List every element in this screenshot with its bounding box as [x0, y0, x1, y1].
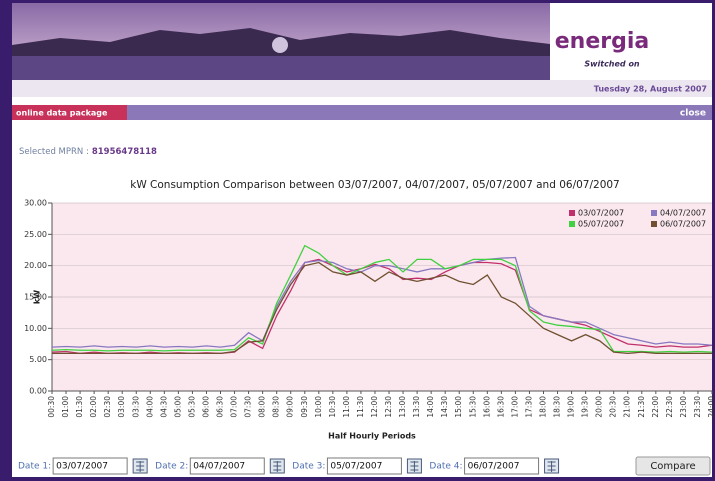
- date: Tuesday 28, August 2007: [594, 85, 707, 94]
- x-tick-label: 17:00: [510, 396, 519, 418]
- x-tick-label: 01:00: [61, 396, 70, 418]
- y-tick-label: 20.00: [24, 261, 47, 270]
- x-tick-label: 03:00: [117, 396, 126, 418]
- spacer: [12, 97, 712, 105]
- x-tick-label: 16:00: [482, 396, 491, 418]
- x-tick-label: 15:00: [454, 396, 463, 418]
- x-tick-label: 05:30: [187, 396, 196, 418]
- y-tick-label: 5.00: [29, 355, 47, 364]
- x-tick-label: 20:30: [609, 396, 618, 418]
- x-tick-label: 15:30: [468, 396, 477, 418]
- x-tick-label: 19:00: [567, 396, 576, 418]
- x-tick-label: 19:30: [581, 396, 590, 418]
- x-tick-label: 17:30: [524, 396, 533, 418]
- x-axis-title: Half Hourly Periods: [328, 432, 416, 441]
- x-tick-label: 13:30: [412, 396, 421, 418]
- date-value[interactable]: 04/07/2007: [193, 462, 245, 472]
- legend-label: 06/07/2007: [660, 220, 706, 229]
- water: [12, 56, 550, 80]
- nav-section[interactable]: online data package: [16, 109, 108, 118]
- date-label: Date 2:: [155, 462, 188, 472]
- x-tick-label: 06:30: [216, 396, 225, 418]
- x-tick-label: 18:00: [538, 396, 547, 418]
- x-tick-label: 12:00: [370, 396, 379, 418]
- x-tick-label: 04:30: [159, 396, 168, 418]
- y-tick-label: 30.00: [24, 199, 47, 208]
- x-tick-label: 14:00: [426, 396, 435, 418]
- page: energia Switched on Tuesday 28, August 2…: [0, 0, 715, 477]
- x-tick-label: 08:00: [258, 396, 267, 418]
- x-tick-label: 11:00: [342, 396, 351, 418]
- legend-swatch: [651, 210, 657, 216]
- x-tick-label: 22:30: [665, 396, 674, 418]
- x-tick-label: 10:00: [314, 396, 323, 418]
- x-tick-label: 23:00: [679, 396, 688, 418]
- x-tick-label: 09:00: [286, 396, 295, 418]
- logo: energia: [555, 29, 650, 54]
- date-value[interactable]: 03/07/2007: [56, 462, 108, 472]
- mprn-label: Selected MPRN :: [19, 147, 89, 157]
- x-tick-label: 18:30: [553, 396, 562, 418]
- screen: energia Switched on Tuesday 28, August 2…: [0, 0, 715, 477]
- x-tick-label: 01:30: [75, 396, 84, 418]
- x-tick-label: 21:00: [623, 396, 632, 418]
- tagline: Switched on: [584, 60, 640, 69]
- mprn-value: 81956478118: [92, 147, 157, 157]
- glow: [272, 37, 288, 53]
- x-tick-label: 07:30: [244, 396, 253, 418]
- x-tick-label: 21:30: [637, 396, 646, 418]
- x-tick-label: 04:00: [145, 396, 154, 418]
- x-tick-label: 14:30: [440, 396, 449, 418]
- x-tick-label: 20:00: [595, 396, 604, 418]
- x-tick-label: 16:30: [496, 396, 505, 418]
- x-tick-label: 07:00: [230, 396, 239, 418]
- chart-title: kW Consumption Comparison between 03/07/…: [130, 179, 619, 191]
- y-tick-label: 10.00: [24, 324, 47, 333]
- y-axis-title: kW: [33, 290, 42, 304]
- x-tick-label: 02:00: [89, 396, 98, 418]
- x-tick-label: 02:30: [103, 396, 112, 418]
- x-tick-label: 06:00: [201, 396, 210, 418]
- x-tick-label: 12:30: [384, 396, 393, 418]
- x-tick-label: 10:30: [328, 396, 337, 418]
- legend-label: 04/07/2007: [660, 209, 706, 218]
- legend-swatch: [569, 210, 575, 216]
- date-label: Date 3:: [292, 462, 325, 472]
- close-link[interactable]: close: [680, 109, 706, 119]
- x-tick-label: 13:00: [398, 396, 407, 418]
- date-value[interactable]: 06/07/2007: [468, 462, 520, 472]
- x-tick-label: 22:00: [651, 396, 660, 418]
- date-value[interactable]: 05/07/2007: [330, 462, 382, 472]
- x-tick-label: 23:30: [693, 396, 702, 418]
- x-tick-label: 08:30: [272, 396, 281, 418]
- compare-label[interactable]: Compare: [650, 461, 695, 472]
- legend-label: 03/07/2007: [578, 209, 624, 218]
- x-tick-label: 24:00: [707, 396, 715, 418]
- y-tick-label: 25.00: [24, 230, 47, 239]
- y-tick-label: 0.00: [29, 387, 47, 396]
- legend-swatch: [651, 221, 657, 227]
- date-label: Date 4:: [429, 462, 462, 472]
- date-label: Date 1:: [18, 462, 51, 472]
- legend-label: 05/07/2007: [578, 220, 624, 229]
- x-tick-label: 11:30: [356, 396, 365, 418]
- x-tick-label: 03:30: [131, 396, 140, 418]
- mprn: Selected MPRN :81956478118: [19, 147, 157, 157]
- legend-swatch: [569, 221, 575, 227]
- x-tick-label: 05:00: [173, 396, 182, 418]
- x-tick-label: 09:30: [300, 396, 309, 418]
- x-tick-label: 00:30: [47, 396, 56, 418]
